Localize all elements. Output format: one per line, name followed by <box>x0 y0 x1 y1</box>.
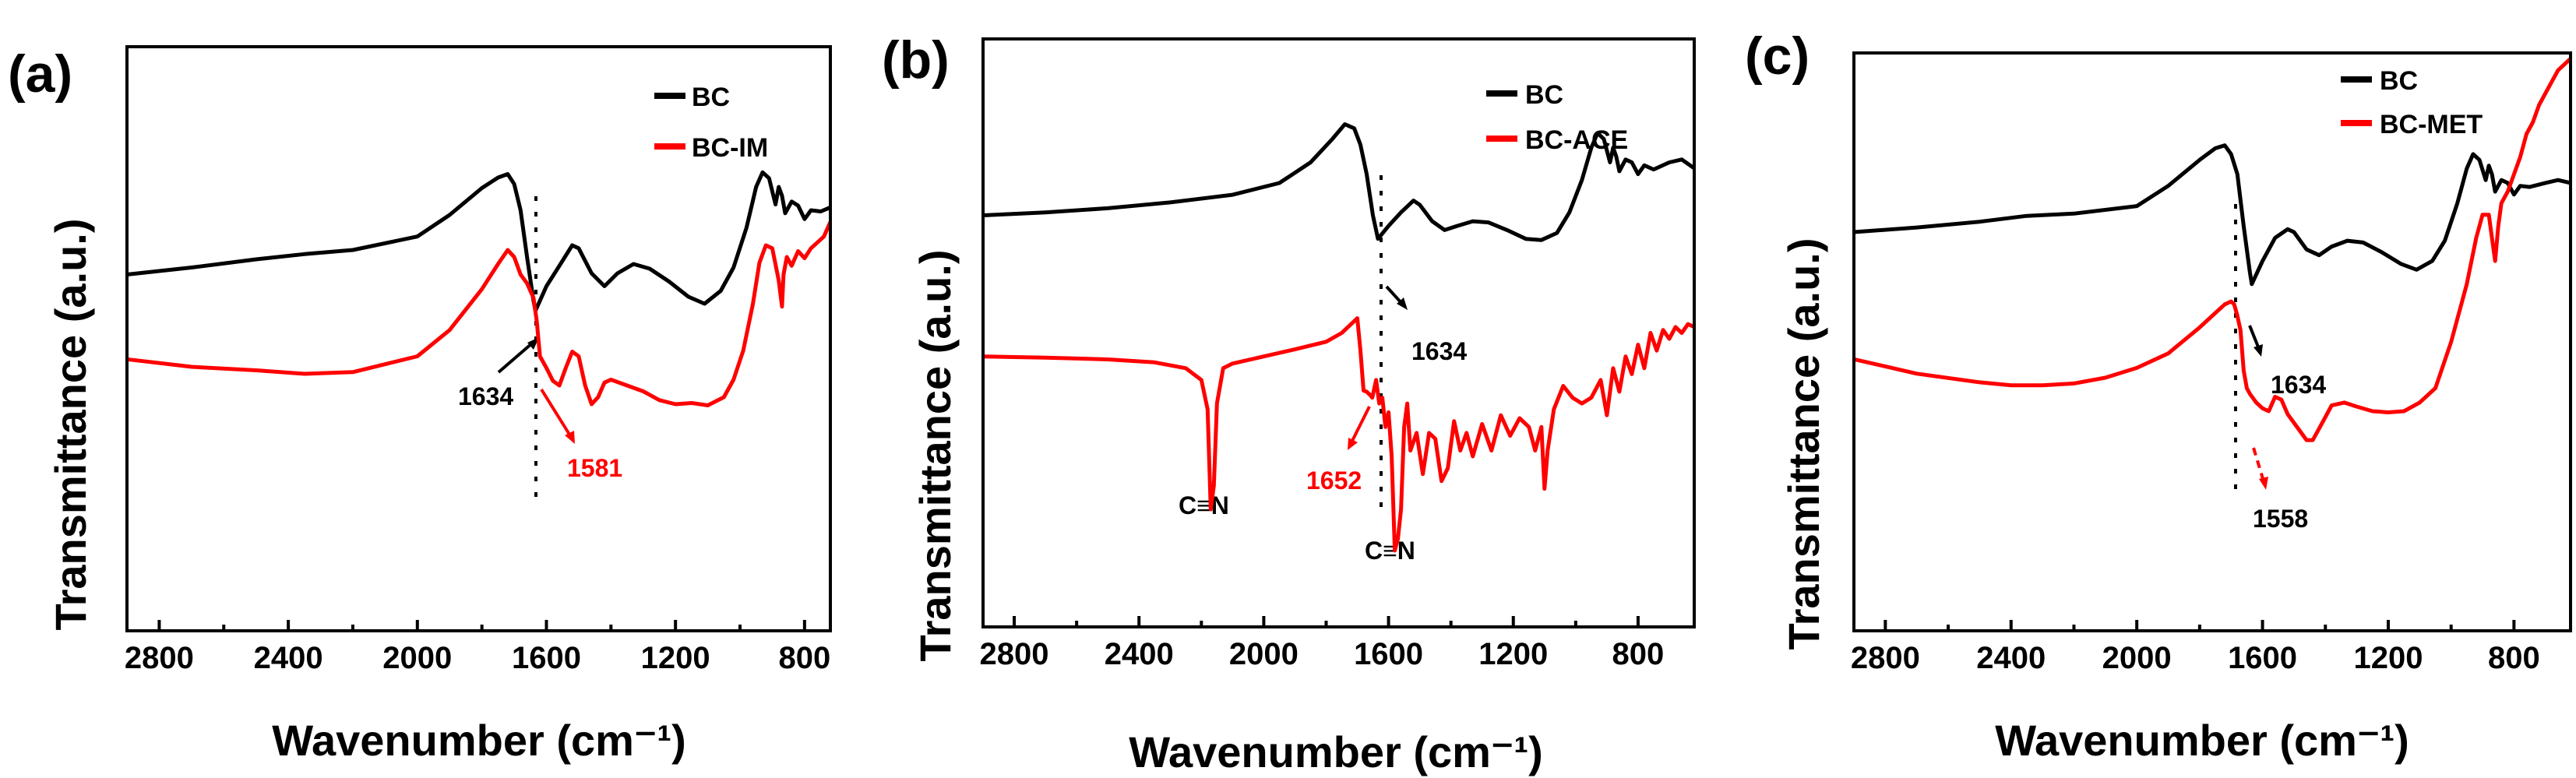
annotation-1634-black: 1634 <box>2248 325 2326 399</box>
annotation-1581-text: 1581 <box>567 454 622 482</box>
legend-label-bc: BC <box>1525 80 1563 110</box>
series-line-bc <box>126 170 831 313</box>
series-line-bc-im <box>126 220 833 407</box>
legend-label-bc: BC <box>2380 66 2418 96</box>
series-line-bc <box>982 122 1696 242</box>
panel-a: (a) Transmittance (a.u.) Wavenumber (cm⁻… <box>8 44 833 765</box>
annotation-1634-text: 1634 <box>1411 337 1467 365</box>
x-tick-label-2400: 2400 <box>254 641 323 675</box>
panel-a-legend: BC BC-IM <box>654 83 768 163</box>
annotation-cn-right: C≡N <box>1365 537 1415 565</box>
panel-c-legend: BC BC-MET <box>2341 66 2483 139</box>
x-tick-label-1600: 1600 <box>512 641 581 675</box>
x-tick-label-800: 800 <box>778 641 830 675</box>
panel-b-label: (b) <box>882 30 950 90</box>
series-line-bc <box>1853 143 2571 287</box>
x-tick-label-800: 800 <box>2488 641 2540 675</box>
legend-label-bc-im: BC-IM <box>692 133 768 163</box>
panel-c-frame <box>1852 51 2572 632</box>
x-tick-label-1200: 1200 <box>641 641 710 675</box>
series-line-bc-met <box>1853 57 2572 442</box>
annotation-1652-text: 1652 <box>1306 466 1362 495</box>
x-tick-label-2400: 2400 <box>1976 641 2046 675</box>
panel-c-label: (c) <box>1745 26 1810 86</box>
x-tick-label-2400: 2400 <box>1105 637 1174 671</box>
x-tick-label-2800: 2800 <box>1851 641 1920 675</box>
annotation-1634-black: 1634 <box>458 337 539 410</box>
x-tick-label-2000: 2000 <box>382 641 452 675</box>
panel-b: (b) Transmittance (a.u.) Wavenumber (cm⁻… <box>882 30 1696 776</box>
annotation-1652-red: 1652 <box>1306 406 1371 495</box>
x-tick-label-1600: 1600 <box>1354 637 1423 671</box>
panel-a-label: (a) <box>8 44 72 104</box>
x-tick-label-1200: 1200 <box>2353 641 2423 675</box>
panel-b-frame <box>981 37 1696 628</box>
annotation-1634-black: 1634 <box>1385 285 1467 365</box>
series-line-bc-ace <box>982 316 1696 553</box>
annotation-1634-text: 1634 <box>2271 371 2326 399</box>
panel-a-xlabel: Wavenumber (cm⁻¹) <box>272 716 686 765</box>
x-tick-label-1600: 1600 <box>2228 641 2297 675</box>
x-tick-label-2800: 2800 <box>125 641 194 675</box>
annotation-1634-text: 1634 <box>458 382 513 410</box>
legend-label-bc: BC <box>692 83 730 112</box>
x-tick-label-800: 800 <box>1612 637 1665 671</box>
x-tick-label-2000: 2000 <box>1229 637 1299 671</box>
legend-label-bc-met: BC-MET <box>2380 110 2483 139</box>
x-tick-label-1200: 1200 <box>1478 637 1548 671</box>
panel-c-ylabel: Transmittance (a.u.) <box>1779 238 1828 650</box>
annotation-cn-left: C≡N <box>1179 491 1229 519</box>
annotation-1558-text: 1558 <box>2253 505 2308 533</box>
panel-c: (c) Transmittance (a.u.) Wavenumber (cm⁻… <box>1745 26 2572 765</box>
x-tick-label-2000: 2000 <box>2102 641 2172 675</box>
panel-a-ylabel: Transmittance (a.u.) <box>46 218 95 630</box>
panel-b-xlabel: Wavenumber (cm⁻¹) <box>1129 727 1543 776</box>
panel-b-ylabel: Transmittance (a.u.) <box>911 249 960 661</box>
annotation-1558-arrow: 1558 <box>2252 447 2308 533</box>
panel-a-frame <box>125 45 832 632</box>
x-tick-label-2800: 2800 <box>980 637 1049 671</box>
panel-c-xlabel: Wavenumber (cm⁻¹) <box>1995 716 2409 765</box>
annotation-1581-red: 1581 <box>540 388 622 482</box>
